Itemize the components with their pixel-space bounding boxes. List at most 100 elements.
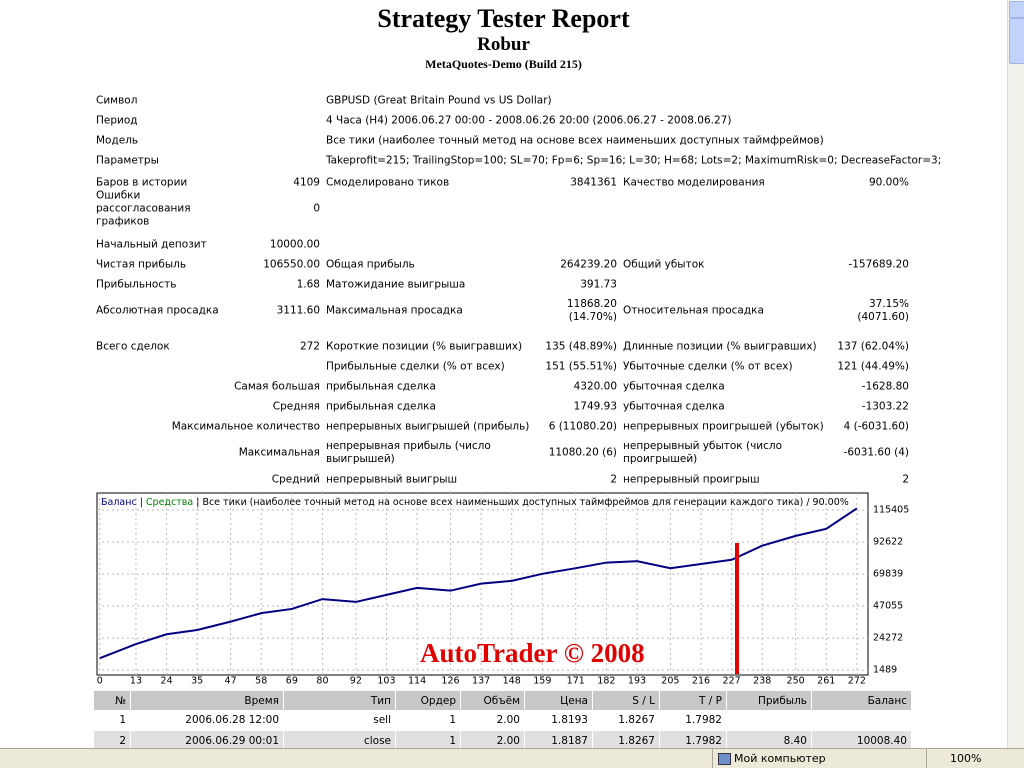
table-cell: 1 (396, 710, 461, 730)
stat-label: Абсолютная просадка (96, 304, 219, 317)
header-cell: Тип (284, 691, 396, 711)
x-tick-label: 182 (597, 676, 615, 687)
header-cell: Время (131, 691, 284, 711)
table-cell: 8.40 (727, 731, 812, 751)
x-tick-label: 69 (286, 676, 298, 687)
stat-value: Средний (271, 473, 320, 486)
x-tick-label: 47 (225, 676, 237, 687)
x-tick-label: 80 (316, 676, 328, 687)
y-tick-label: 47055 (873, 601, 903, 612)
stat-label: убыточная сделка (623, 380, 725, 393)
stat-value: 1749.93 (573, 400, 617, 413)
stat-label: Общий убыток (623, 258, 705, 271)
stat-label: Начальный депозит (96, 238, 207, 251)
stat-value: 4109 (293, 176, 320, 189)
info-value: GBPUSD (Great Britain Pound vs US Dollar… (326, 94, 552, 107)
stat-value: 391.73 (580, 278, 617, 291)
y-tick-label: 24272 (873, 633, 903, 644)
stat-value: Средняя (272, 400, 320, 413)
info-value: 4 Часа (H4) 2006.06.27 00:00 - 2008.06.2… (326, 114, 732, 127)
table-cell (727, 710, 812, 730)
info-label: Параметры (96, 154, 159, 167)
scroll-thumb[interactable] (1009, 18, 1024, 64)
zoom-label[interactable]: 100% (950, 752, 982, 765)
stat-value: 4 (-6031.60) (843, 420, 909, 433)
stat-label: непрерывный выигрыш (326, 473, 458, 486)
table-cell: 1 (94, 710, 131, 730)
info-label: Период (96, 114, 138, 127)
table-cell: 2.00 (461, 710, 525, 730)
x-tick-label: 238 (753, 676, 771, 687)
stat-value: -1628.80 (861, 380, 909, 393)
header-cell: Цена (525, 691, 593, 711)
stat-value: 135 (48.89%) (545, 340, 617, 353)
header-cell: Прибыль (727, 691, 812, 711)
stat-label: Максимальная просадка (326, 304, 463, 317)
stat-value: 1.68 (296, 278, 320, 291)
stat-value: 4320.00 (573, 380, 617, 393)
table-cell: 1.8267 (593, 710, 660, 730)
stat-value: 2 (902, 473, 909, 486)
info-label: Модель (96, 134, 139, 147)
divider (712, 749, 713, 768)
y-tick-label: 92622 (873, 537, 903, 548)
legend-equity: Средства (146, 497, 193, 508)
x-tick-label: 159 (533, 676, 551, 687)
legend-description: Все тики (наиболее точный метод на основ… (202, 497, 848, 508)
x-tick-label: 13 (130, 676, 142, 687)
stat-label: непрерывная прибыль (число выигрышей) (326, 440, 491, 465)
stat-value: Максимальная (238, 446, 320, 459)
stat-value: 11080.20 (6) (548, 446, 617, 459)
x-tick-label: 126 (441, 676, 459, 687)
stat-value: 151 (55.51%) (545, 360, 617, 373)
table-cell (812, 710, 912, 730)
x-tick-label: 24 (161, 676, 173, 687)
zone-icon (718, 753, 731, 765)
y-tick-label: 115405 (873, 504, 909, 515)
stat-label: Короткие позиции (% выигравших) (326, 340, 523, 353)
stat-label: Общая прибыль (326, 258, 415, 271)
report-title: Strategy Tester Report (377, 4, 630, 33)
info-value: Takeprofit=215; TrailingStop=100; SL=70;… (326, 154, 942, 167)
stat-value: 3111.60 (276, 304, 320, 317)
y-tick-label: 1489 (873, 665, 897, 676)
stat-label: Длинные позиции (% выигравших) (623, 340, 817, 353)
header-cell: Ордер (396, 691, 461, 711)
stat-value: 10000.00 (269, 238, 320, 251)
table-cell: 2 (94, 731, 131, 751)
table-cell: 10008.40 (812, 731, 912, 751)
x-tick-label: 58 (255, 676, 267, 687)
stat-label: Матожидание выигрыша (326, 278, 466, 291)
header-cell: Баланс (812, 691, 912, 711)
scrollbar[interactable] (1007, 0, 1024, 748)
stat-value: -6031.60 (4) (843, 446, 909, 459)
x-tick-label: 250 (787, 676, 805, 687)
table-cell: 1 (396, 731, 461, 751)
stat-label: Ошибки рассогласования графиков (96, 189, 191, 228)
header-cell: T / P (660, 691, 727, 711)
header-cell: S / L (593, 691, 660, 711)
stat-label: Прибыльность (96, 278, 177, 291)
stat-value: 37.15% (4071.60) (857, 298, 909, 323)
status-bar: Мой компьютер 100% (0, 748, 1024, 768)
x-tick-label: 148 (503, 676, 521, 687)
stat-value: Самая большая (234, 380, 320, 393)
stat-label: прибыльная сделка (326, 380, 436, 393)
x-tick-label: 272 (848, 676, 866, 687)
stat-value: 0 (313, 202, 320, 215)
watermark: AutoTrader © 2008 (420, 638, 645, 668)
x-tick-label: 92 (350, 676, 362, 687)
table-cell: 1.7982 (660, 710, 727, 730)
info-value: Все тики (наиболее точный метод на основ… (326, 134, 824, 147)
scroll-up[interactable] (1009, 1, 1024, 18)
header-cell: № (94, 691, 131, 711)
x-tick-label: 171 (567, 676, 585, 687)
x-tick-label: 35 (191, 676, 203, 687)
x-tick-label: 193 (628, 676, 646, 687)
stat-label: Чистая прибыль (96, 258, 187, 271)
table-cell: close (284, 731, 396, 751)
table-cell: 1.8267 (593, 731, 660, 751)
stat-value: 3841361 (570, 176, 617, 189)
balance-line (99, 507, 858, 660)
